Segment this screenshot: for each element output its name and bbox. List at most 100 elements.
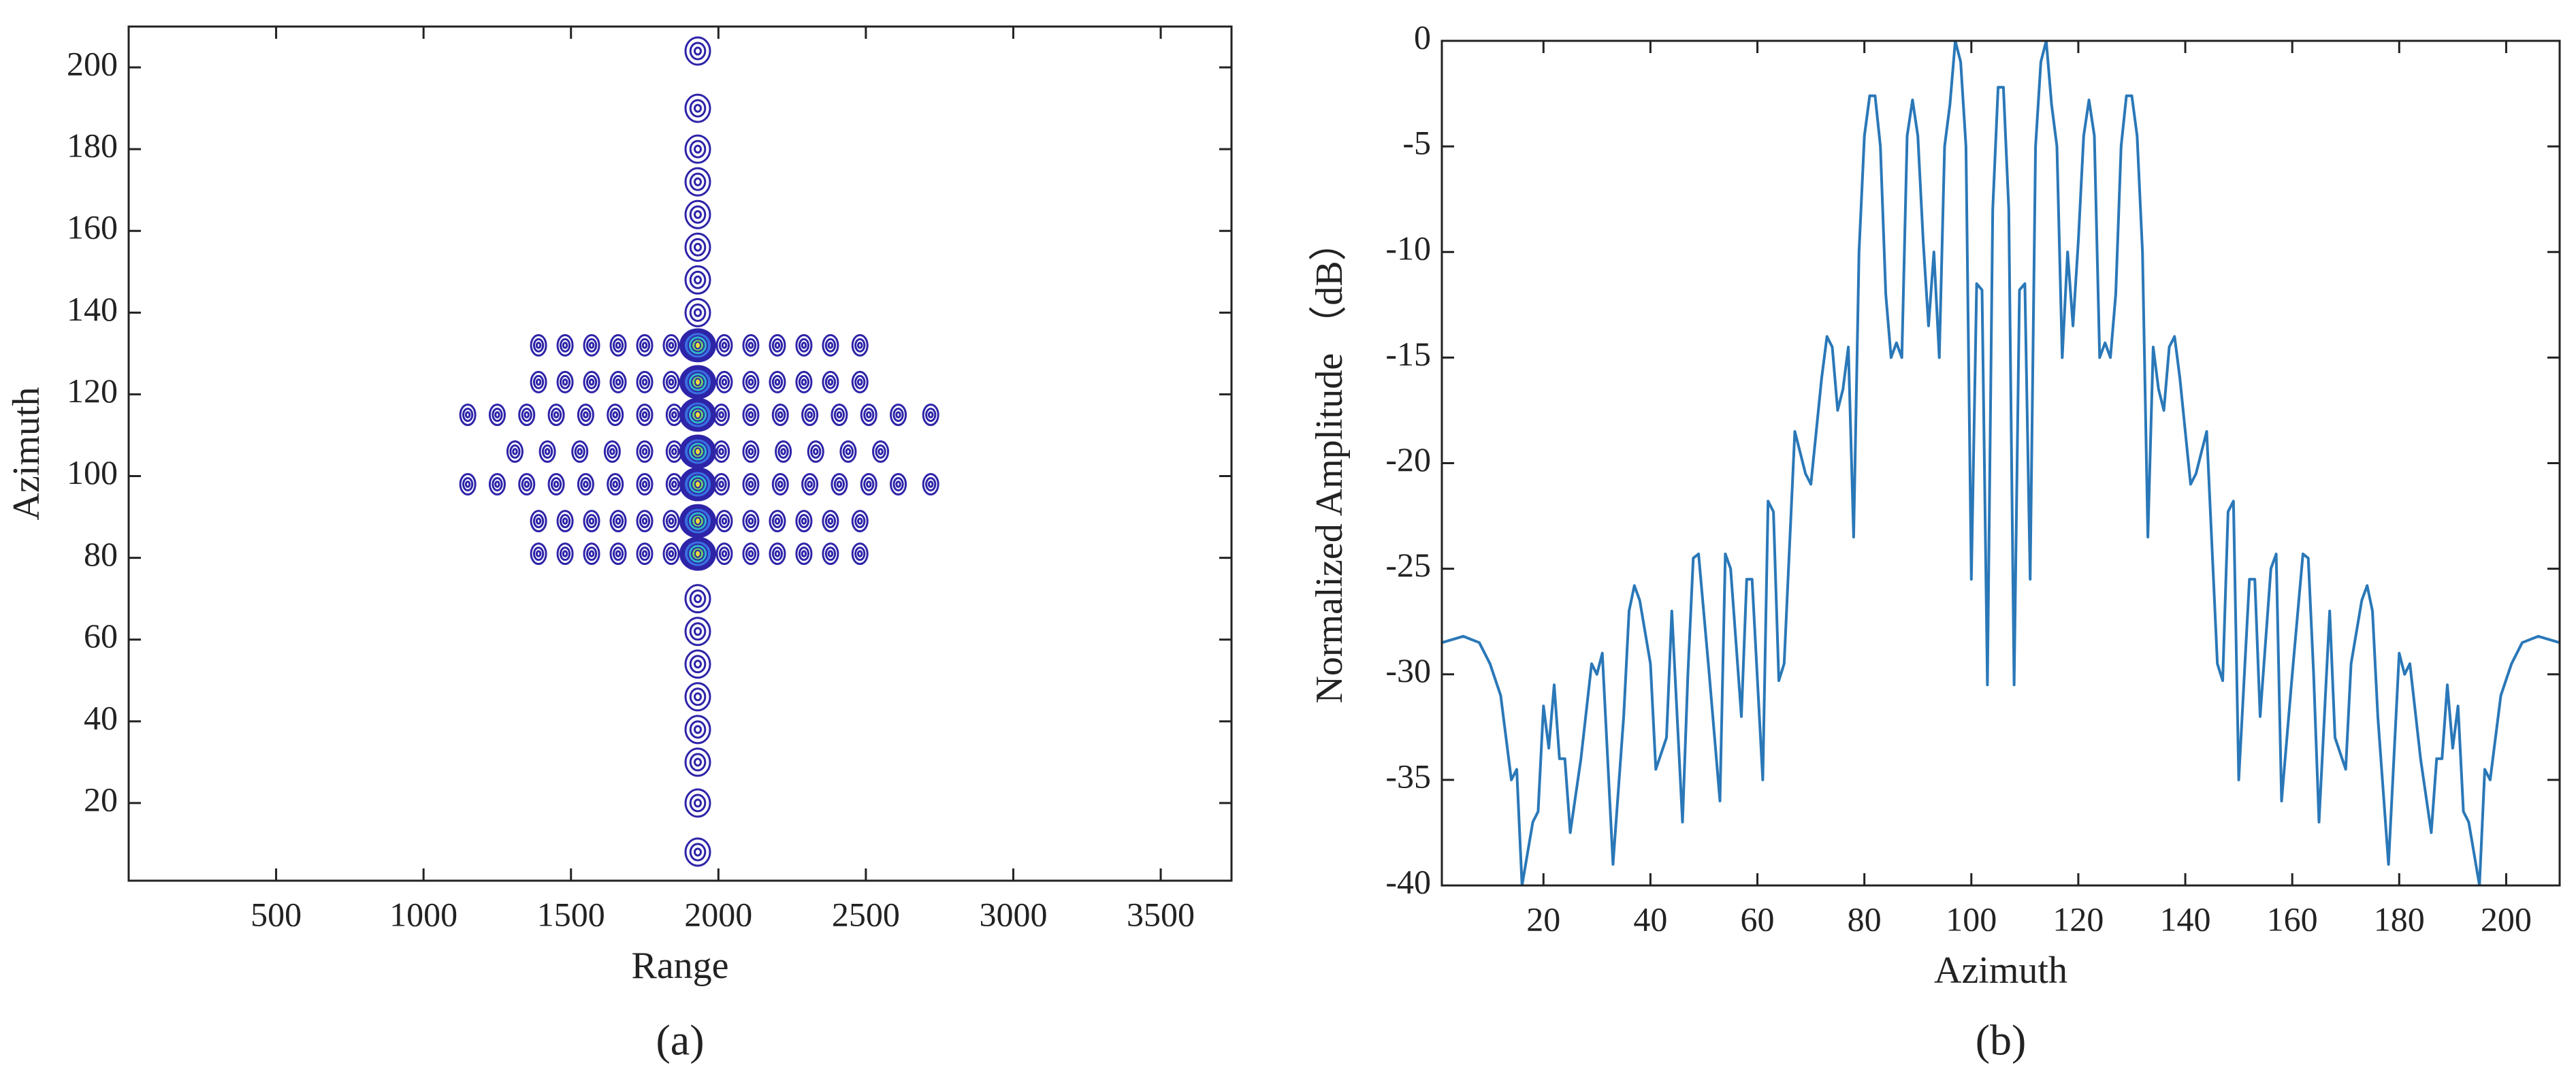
contour-level bbox=[684, 837, 711, 867]
y-tick-label: 20 bbox=[84, 780, 118, 818]
contour-level bbox=[689, 655, 707, 674]
contour-level bbox=[822, 333, 839, 357]
contour-blob bbox=[742, 403, 760, 426]
contour-level bbox=[580, 477, 592, 492]
contour-level bbox=[639, 338, 651, 353]
contour-blob bbox=[684, 649, 711, 679]
contour-level bbox=[694, 517, 701, 525]
contour-level bbox=[845, 448, 852, 455]
contour-level bbox=[612, 338, 624, 353]
contour-level bbox=[693, 847, 702, 857]
contour-level bbox=[693, 144, 702, 154]
contour-level bbox=[694, 480, 701, 489]
contour-level bbox=[585, 338, 598, 353]
contour-peak bbox=[679, 397, 716, 432]
contour-level bbox=[585, 374, 598, 389]
contour-level bbox=[547, 473, 565, 496]
contour-blob bbox=[822, 333, 839, 357]
contour-level bbox=[810, 444, 822, 459]
contour-level bbox=[777, 481, 784, 488]
contour-blob bbox=[556, 333, 574, 357]
contour-level bbox=[665, 547, 677, 561]
contour-blob bbox=[530, 510, 547, 533]
contour-level bbox=[684, 649, 711, 679]
contour-level bbox=[856, 550, 863, 557]
contour-level bbox=[665, 374, 677, 389]
contour-blob bbox=[715, 333, 733, 357]
contour-blob bbox=[742, 333, 760, 357]
contour-level bbox=[671, 448, 677, 455]
contour-blob bbox=[609, 542, 627, 566]
contour-level bbox=[615, 517, 622, 525]
contour-blob bbox=[851, 542, 869, 566]
contour-blob bbox=[684, 199, 711, 229]
contour-level bbox=[577, 473, 594, 496]
contour-level bbox=[662, 370, 680, 393]
contour-level bbox=[459, 473, 477, 496]
contour-level bbox=[492, 407, 503, 422]
contour-level bbox=[488, 403, 506, 426]
contour-level bbox=[851, 510, 869, 533]
contour-level bbox=[801, 403, 819, 426]
contour-level bbox=[922, 403, 939, 426]
contour-blob bbox=[609, 510, 627, 533]
contour-blob bbox=[583, 542, 600, 566]
contour-level bbox=[562, 342, 568, 349]
contour-level bbox=[636, 542, 654, 566]
contour-level bbox=[662, 510, 680, 533]
contour-blob bbox=[530, 333, 547, 357]
contour-level bbox=[798, 514, 810, 529]
contour-level bbox=[459, 403, 477, 426]
contour-level bbox=[609, 448, 615, 455]
x-tick-label: 1500 bbox=[537, 895, 605, 933]
contour-level bbox=[562, 517, 568, 525]
contour-level bbox=[553, 411, 560, 419]
contour-level bbox=[747, 342, 754, 349]
contour-level bbox=[615, 378, 622, 386]
y-tick-label: -5 bbox=[1402, 124, 1431, 162]
contour-level bbox=[693, 692, 702, 702]
caption: (b) bbox=[1976, 1016, 2027, 1064]
x-tick-label: 180 bbox=[2374, 900, 2425, 938]
contour-level bbox=[801, 378, 807, 386]
contour-level bbox=[684, 584, 711, 614]
contour-blob bbox=[801, 403, 819, 426]
contour-level bbox=[636, 403, 654, 426]
x-tick-label: 20 bbox=[1526, 900, 1560, 938]
contour-blob bbox=[801, 473, 819, 496]
contour-level bbox=[833, 407, 846, 422]
contour-level bbox=[544, 448, 551, 455]
contour-level bbox=[535, 342, 542, 349]
contour-level bbox=[662, 333, 680, 357]
contour-level bbox=[745, 374, 757, 389]
contour-blob bbox=[795, 370, 813, 393]
contour-level bbox=[609, 370, 627, 393]
contour-level bbox=[641, 448, 648, 455]
y-tick-label: -10 bbox=[1385, 229, 1431, 267]
contour-level bbox=[577, 448, 583, 455]
contour-level bbox=[769, 542, 786, 566]
contour-level bbox=[801, 550, 807, 557]
contour-level bbox=[865, 481, 872, 488]
contour-level bbox=[665, 514, 677, 529]
contour-blob bbox=[769, 370, 786, 393]
contour-level bbox=[721, 517, 728, 525]
contour-level bbox=[693, 177, 702, 186]
contour-level bbox=[689, 205, 707, 224]
contour-level bbox=[718, 448, 724, 455]
y-tick-label: 200 bbox=[67, 45, 118, 83]
contour-level bbox=[715, 542, 733, 566]
contour-level bbox=[530, 510, 547, 533]
contour-level bbox=[693, 308, 702, 317]
contour-blob bbox=[684, 93, 711, 123]
contour-blob bbox=[583, 370, 600, 393]
contour-level bbox=[577, 403, 594, 426]
contour-level bbox=[780, 448, 786, 455]
contour-level bbox=[641, 378, 648, 386]
contour-level bbox=[795, 542, 813, 566]
contour-blob bbox=[547, 473, 565, 496]
contour-peak bbox=[679, 365, 716, 400]
contour-level bbox=[585, 547, 598, 561]
contour-blob bbox=[665, 440, 683, 463]
contour-level bbox=[747, 517, 754, 525]
